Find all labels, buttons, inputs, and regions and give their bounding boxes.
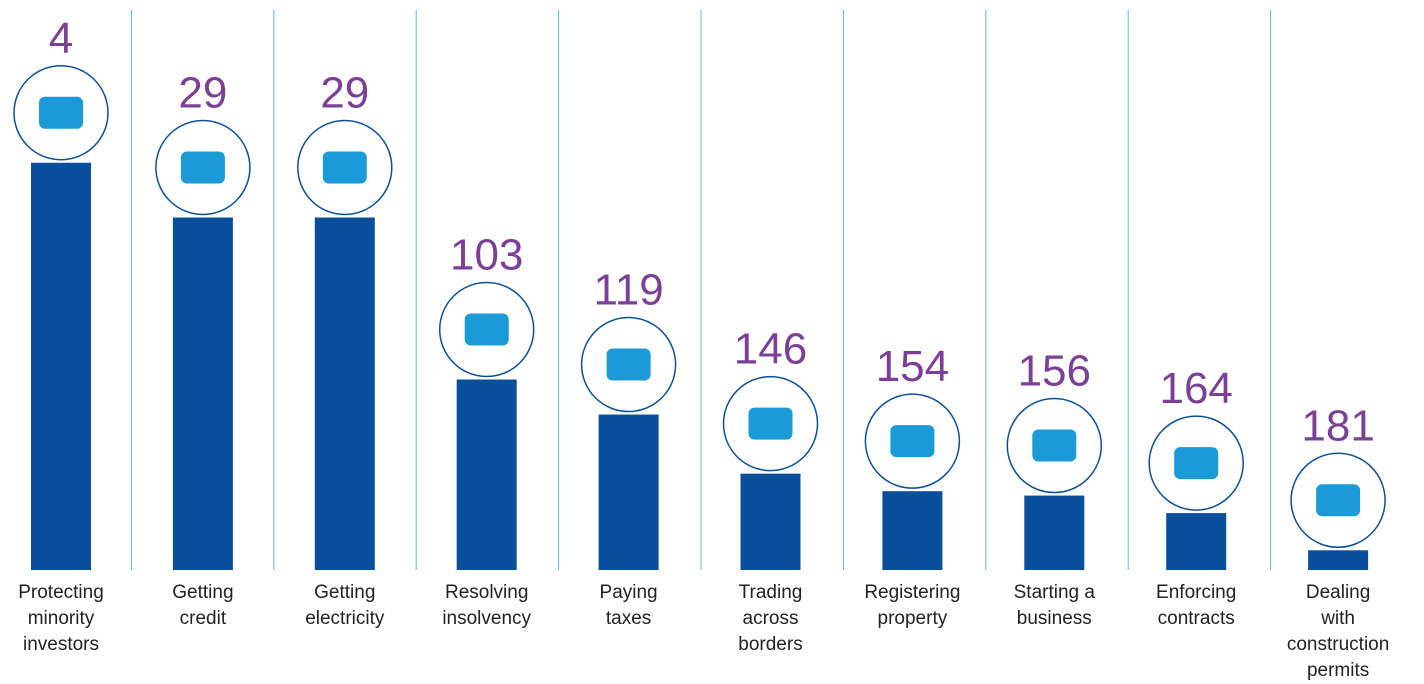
icon: [1032, 429, 1077, 462]
value-label: 164: [1159, 364, 1232, 413]
bar: [172, 217, 233, 570]
icon: [464, 313, 509, 346]
bar: [1166, 513, 1227, 570]
icon: [606, 348, 651, 381]
icon: [180, 151, 225, 184]
bar: [740, 473, 801, 570]
icon: [322, 151, 367, 184]
category-label: Trading across borders: [738, 582, 803, 655]
category-label: Dealing with construction permits: [1286, 582, 1390, 681]
value-label: 103: [450, 231, 523, 280]
value-label: 154: [876, 342, 949, 391]
icon: [39, 96, 83, 129]
value-label: 146: [734, 325, 807, 374]
category-label: Paying taxes: [599, 582, 658, 629]
bar: [31, 162, 91, 571]
bar: [314, 217, 375, 570]
value-label: 119: [594, 266, 664, 315]
category-label: Enforcing contracts: [1156, 582, 1237, 629]
bar: [882, 491, 943, 570]
bar: [598, 414, 659, 570]
icon: [1174, 447, 1219, 480]
category-label: Protecting minority investors: [18, 582, 104, 655]
value-label: 4: [49, 14, 73, 63]
category-label: Starting a business: [1013, 582, 1095, 629]
category-label: Getting credit: [172, 582, 234, 629]
value-label: 29: [178, 68, 227, 117]
icon: [1316, 484, 1361, 517]
value-label: 156: [1018, 347, 1091, 396]
bar: [1308, 550, 1369, 570]
bar: [1024, 495, 1085, 570]
category-label: Resolving insolvency: [442, 582, 532, 629]
icon: [748, 407, 793, 440]
category-label: Registering property: [864, 582, 961, 629]
bar: [456, 379, 517, 570]
value-label: 29: [320, 68, 369, 117]
value-label: 181: [1301, 401, 1374, 450]
category-label: Getting electricity: [305, 582, 385, 629]
icon: [890, 425, 935, 458]
